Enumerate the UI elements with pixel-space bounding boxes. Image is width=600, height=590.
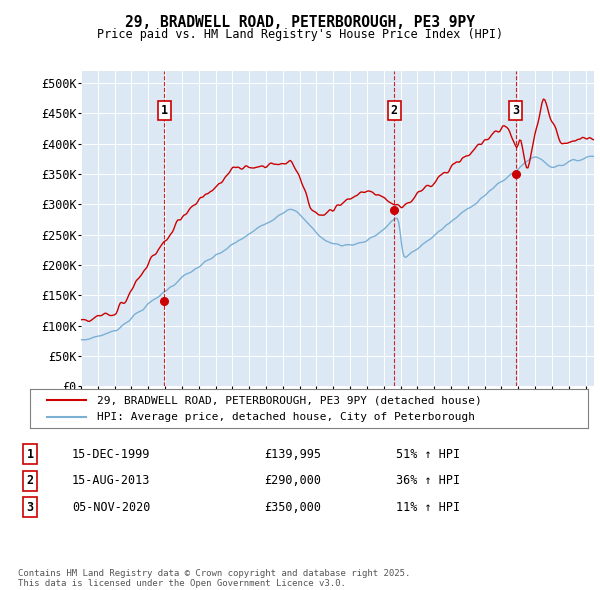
Text: 11% ↑ HPI: 11% ↑ HPI (396, 501, 460, 514)
Text: Contains HM Land Registry data © Crown copyright and database right 2025.
This d: Contains HM Land Registry data © Crown c… (18, 569, 410, 588)
Text: 3: 3 (512, 104, 519, 117)
Text: Price paid vs. HM Land Registry's House Price Index (HPI): Price paid vs. HM Land Registry's House … (97, 28, 503, 41)
Text: £139,995: £139,995 (264, 448, 321, 461)
Text: 3: 3 (26, 501, 34, 514)
Text: HPI: Average price, detached house, City of Peterborough: HPI: Average price, detached house, City… (97, 412, 475, 422)
Text: 1: 1 (161, 104, 168, 117)
Text: 36% ↑ HPI: 36% ↑ HPI (396, 474, 460, 487)
Text: 2: 2 (26, 474, 34, 487)
Text: 29, BRADWELL ROAD, PETERBOROUGH, PE3 9PY (detached house): 29, BRADWELL ROAD, PETERBOROUGH, PE3 9PY… (97, 395, 482, 405)
Text: 15-AUG-2013: 15-AUG-2013 (72, 474, 151, 487)
Text: 51% ↑ HPI: 51% ↑ HPI (396, 448, 460, 461)
Text: £290,000: £290,000 (264, 474, 321, 487)
Text: £350,000: £350,000 (264, 501, 321, 514)
Text: 1: 1 (26, 448, 34, 461)
Text: 29, BRADWELL ROAD, PETERBOROUGH, PE3 9PY: 29, BRADWELL ROAD, PETERBOROUGH, PE3 9PY (125, 15, 475, 30)
Text: 05-NOV-2020: 05-NOV-2020 (72, 501, 151, 514)
Text: 15-DEC-1999: 15-DEC-1999 (72, 448, 151, 461)
Text: 2: 2 (391, 104, 398, 117)
